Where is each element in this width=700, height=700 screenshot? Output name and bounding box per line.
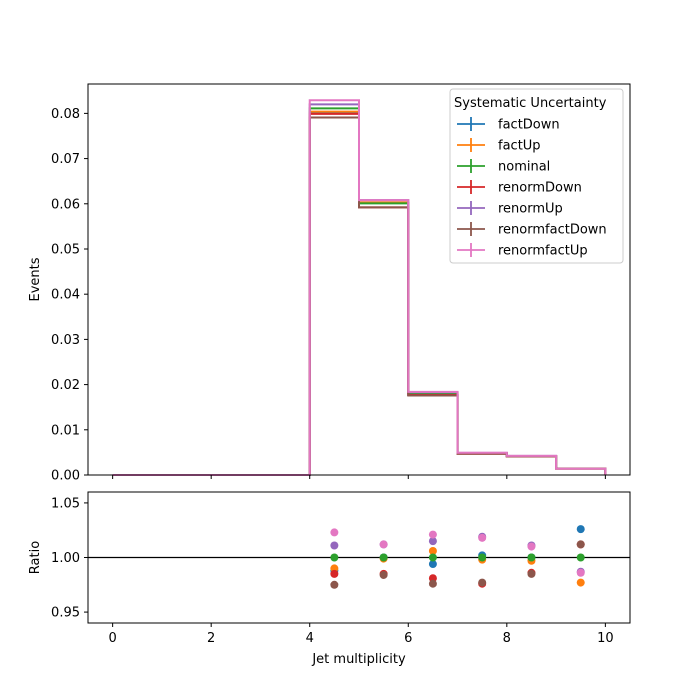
ratio-point-renormfactUp bbox=[527, 542, 536, 551]
x-tick-label: 10 bbox=[597, 631, 614, 646]
legend-item-renormDown: renormDown bbox=[457, 180, 582, 196]
legend-item-renormUp: renormUp bbox=[457, 201, 563, 217]
legend-label: renormfactDown bbox=[498, 223, 607, 238]
legend-label: renormfactUp bbox=[498, 244, 588, 259]
ratio-y-tick-label: 1.05 bbox=[51, 496, 80, 511]
legend-item-renormfactDown: renormfactDown bbox=[457, 222, 607, 238]
ratio-y-tick-label: 1.00 bbox=[51, 551, 80, 566]
ratio-x-ticks: 0 2 4 6 8 10 bbox=[108, 623, 614, 646]
histogram-y-tick-label: 0.08 bbox=[51, 107, 80, 122]
histogram-y-axis-label: Events bbox=[28, 257, 43, 301]
ratio-point-factUp bbox=[428, 546, 437, 555]
histogram-x-ticks bbox=[112, 475, 606, 479]
ratio-point-renormUp bbox=[428, 537, 437, 546]
ratio-point-renormfactUp bbox=[330, 528, 339, 537]
legend-label: factDown bbox=[498, 118, 560, 133]
ratio-points bbox=[330, 525, 585, 589]
legend: Systematic Uncertainty factDown factUp nom… bbox=[449, 88, 624, 264]
ratio-panel: 0.95 1.00 1.05 0 2 4 6 8 10 Ratio Jet multiplic… bbox=[28, 491, 631, 667]
ratio-point-nominal bbox=[428, 553, 437, 562]
ratio-point-nominal bbox=[379, 553, 388, 562]
ratio-point-renormfactDown bbox=[379, 570, 388, 579]
histogram-y-tick-label: 0.01 bbox=[51, 423, 80, 438]
legend-item-nominal: nominal bbox=[457, 159, 550, 175]
legend-label: factUp bbox=[498, 139, 541, 154]
x-axis-label: Jet multiplicity bbox=[311, 652, 406, 667]
legend-items: factDown factUp nominal renormDown renormUp r… bbox=[457, 117, 607, 259]
ratio-y-axis-label: Ratio bbox=[28, 541, 43, 574]
ratio-point-renormfactDown bbox=[527, 569, 536, 578]
ratio-point-renormfactUp bbox=[576, 568, 585, 577]
ratio-point-nominal bbox=[576, 553, 585, 562]
legend-item-renormfactUp: renormfactUp bbox=[457, 243, 588, 259]
ratio-point-factUp bbox=[576, 578, 585, 587]
ratio-point-nominal bbox=[330, 553, 339, 562]
x-tick-label: 0 bbox=[108, 631, 116, 646]
legend-item-factDown: factDown bbox=[457, 117, 560, 133]
ratio-point-renormfactUp bbox=[428, 530, 437, 539]
ratio-point-factDown bbox=[576, 525, 585, 534]
ratio-point-renormfactDown bbox=[330, 580, 339, 589]
legend-item-factUp: factUp bbox=[457, 138, 541, 154]
histogram-y-tick-label: 0.06 bbox=[51, 197, 80, 212]
histogram-y-tick-label: 0.03 bbox=[51, 333, 80, 348]
histogram-y-tick-label: 0.00 bbox=[51, 469, 80, 484]
legend-label: renormUp bbox=[498, 202, 563, 217]
ratio-point-renormfactDown bbox=[576, 540, 585, 549]
ratio-point-renormfactUp bbox=[379, 540, 388, 549]
legend-label: renormDown bbox=[498, 181, 582, 196]
ratio-point-renormUp bbox=[330, 541, 339, 550]
histogram-y-tick-label: 0.04 bbox=[51, 288, 80, 303]
legend-box bbox=[449, 88, 624, 264]
x-tick-label: 2 bbox=[207, 631, 215, 646]
ratio-point-renormDown bbox=[330, 569, 339, 578]
legend-label: nominal bbox=[498, 160, 550, 175]
ratio-point-renormfactDown bbox=[428, 579, 437, 588]
histogram-y-tick-label: 0.02 bbox=[51, 378, 80, 393]
ratio-point-renormfactDown bbox=[478, 578, 487, 587]
histogram-panel: 0.00 0.01 0.02 0.03 0.04 0.05 0.06 0.07 0.08 Eve… bbox=[28, 83, 631, 484]
x-tick-label: 8 bbox=[503, 631, 511, 646]
histogram-y-ticks: 0.00 0.01 0.02 0.03 0.04 0.05 0.06 0.07 0.08 bbox=[51, 107, 88, 484]
ratio-point-nominal bbox=[478, 553, 487, 562]
x-tick-label: 4 bbox=[306, 631, 314, 646]
ratio-axes-frame bbox=[87, 491, 631, 624]
x-tick-label: 6 bbox=[404, 631, 412, 646]
ratio-y-ticks: 0.95 1.00 1.05 bbox=[51, 496, 88, 621]
ratio-point-factDown bbox=[428, 560, 437, 569]
ratio-y-tick-label: 0.95 bbox=[51, 606, 80, 621]
histogram-y-tick-label: 0.07 bbox=[51, 152, 80, 167]
ratio-point-nominal bbox=[527, 553, 536, 562]
histogram-y-tick-label: 0.05 bbox=[51, 242, 80, 257]
legend-title: Systematic Uncertainty bbox=[454, 96, 607, 111]
histogram-axes-frame bbox=[87, 83, 631, 476]
ratio-point-renormfactUp bbox=[478, 533, 487, 542]
